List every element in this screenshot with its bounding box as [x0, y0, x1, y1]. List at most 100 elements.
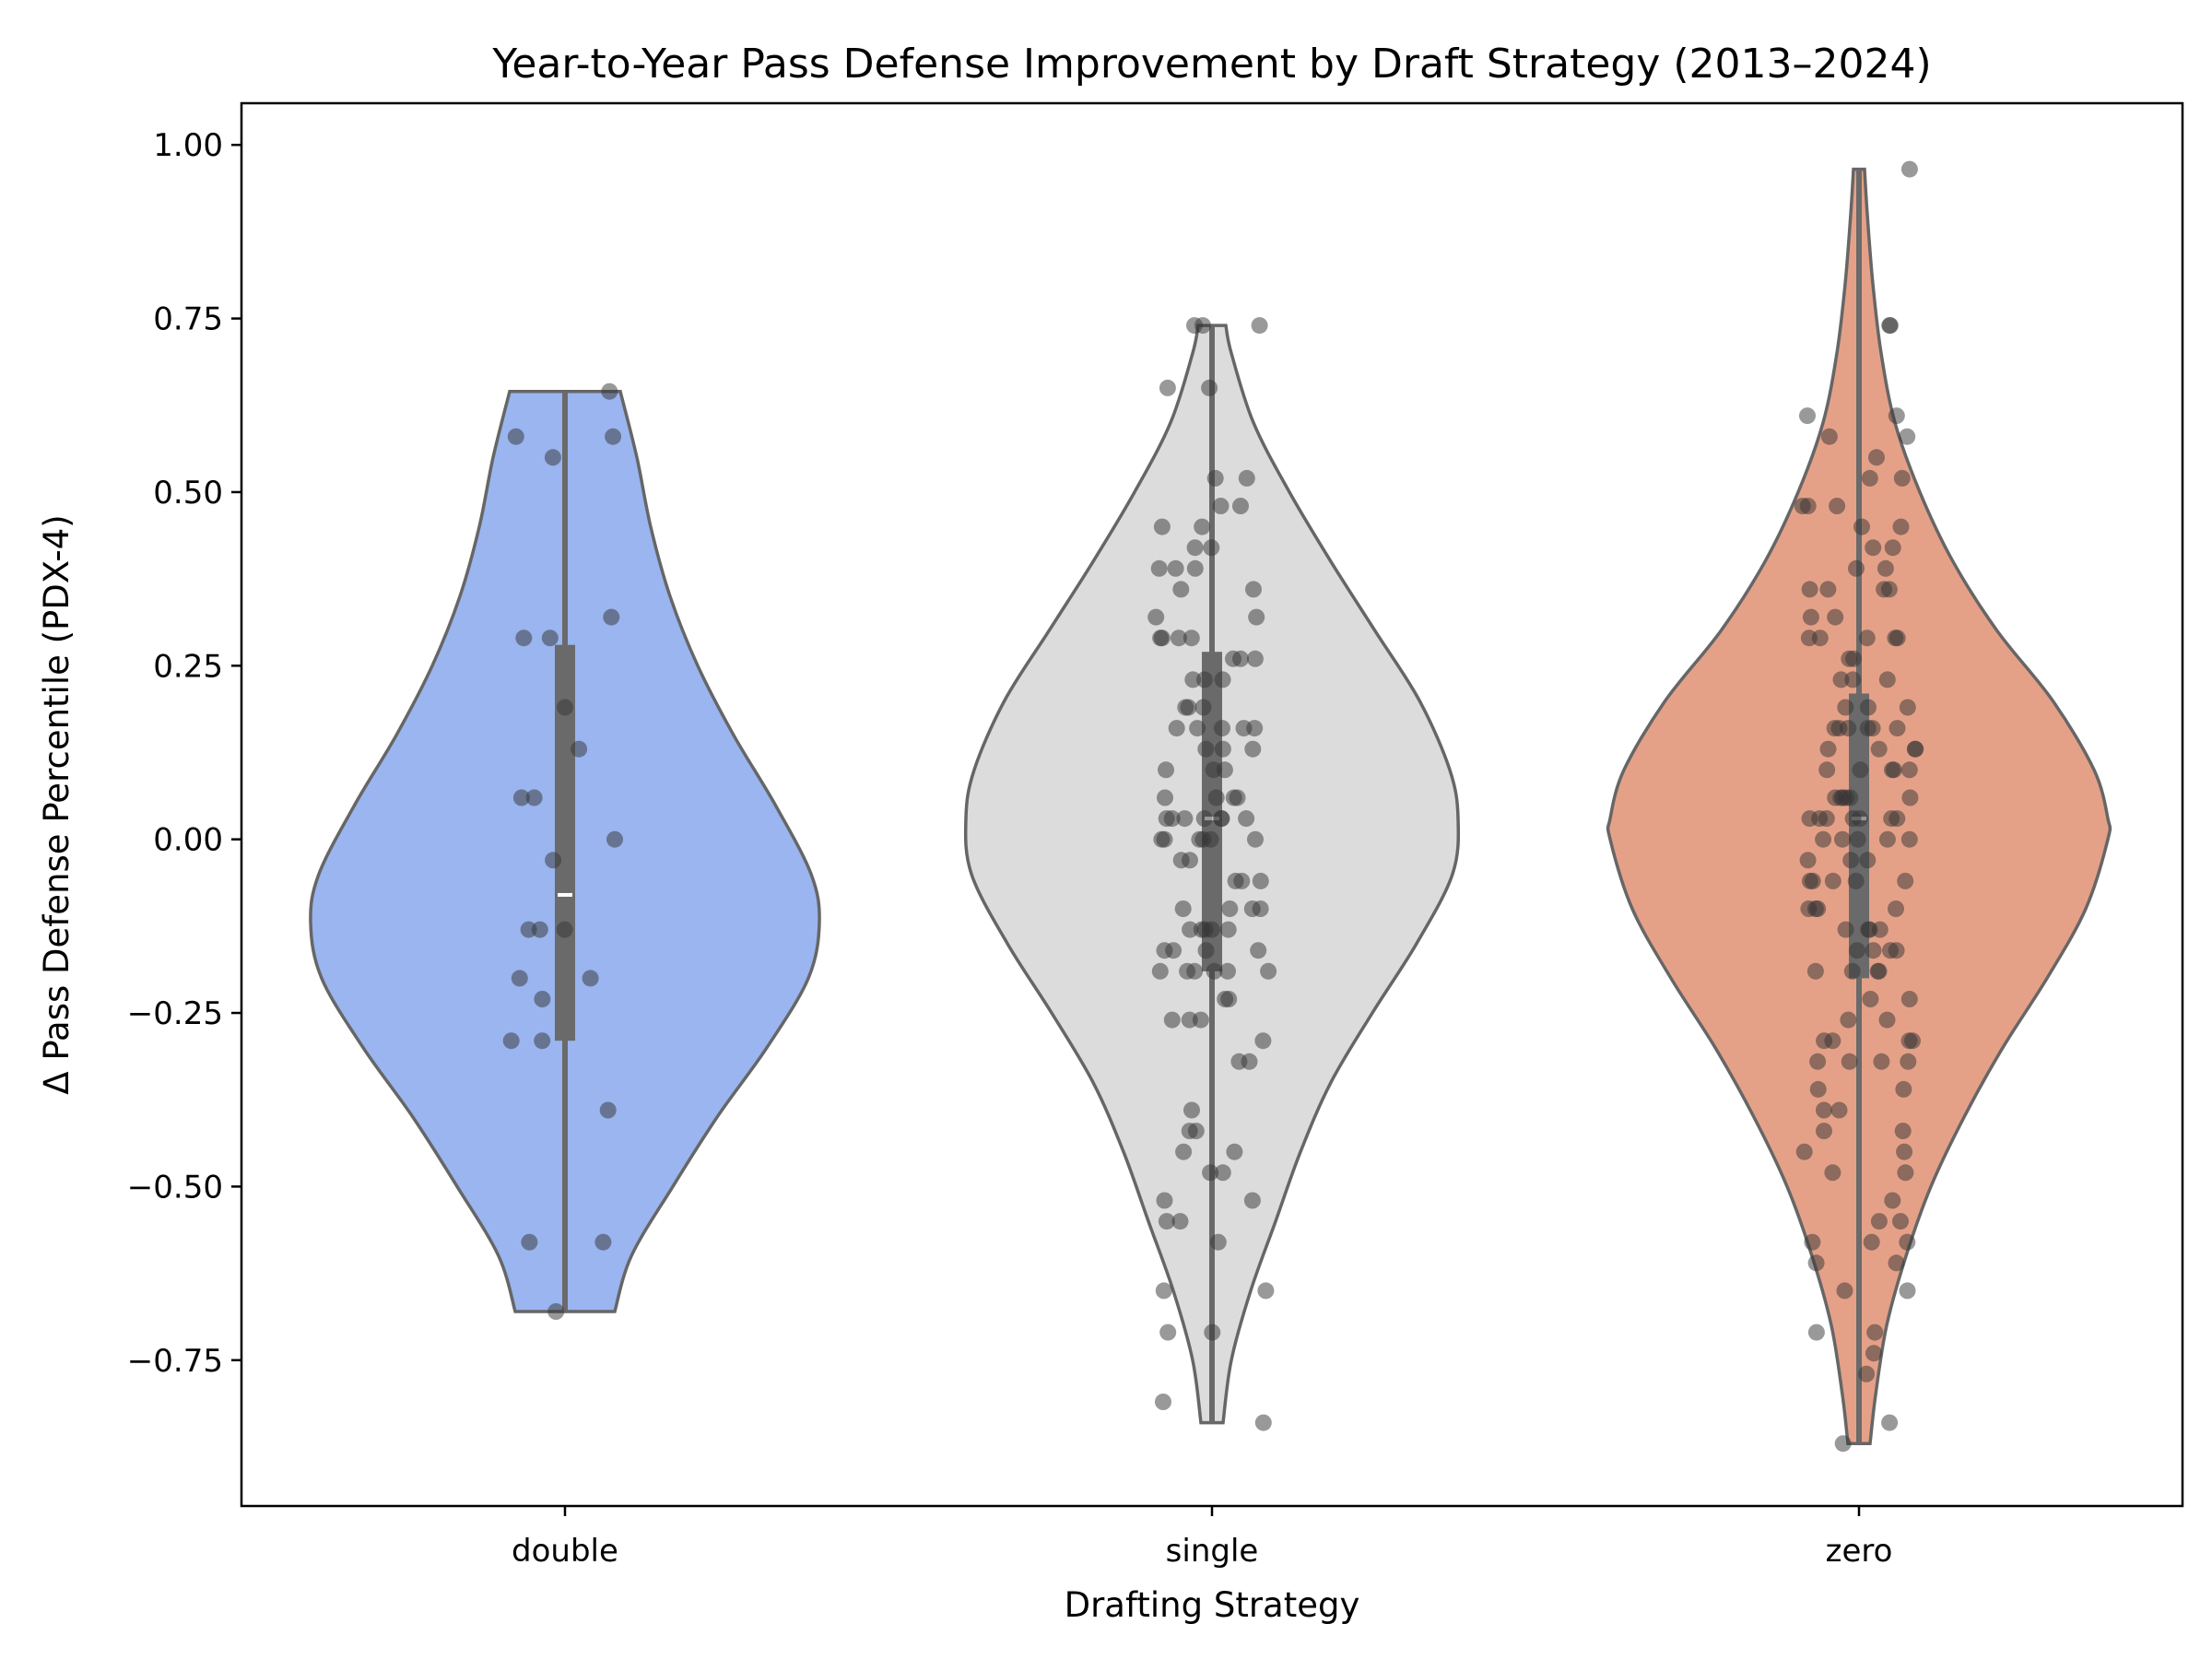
- data-point-single: [1151, 962, 1169, 980]
- data-point-zero: [1888, 810, 1906, 828]
- data-point-single: [1159, 1324, 1177, 1341]
- data-point-zero: [1884, 761, 1900, 779]
- data-point-single: [1150, 559, 1168, 577]
- point-layer: [502, 160, 1924, 1453]
- data-point-zero: [1884, 1192, 1901, 1209]
- data-point-single: [1186, 962, 1204, 980]
- y-tick-label: 0.25: [153, 648, 223, 685]
- data-point-single: [1156, 942, 1173, 959]
- data-point-single: [1248, 608, 1265, 626]
- x-axis: double single zero: [512, 1506, 1892, 1570]
- data-point-zero: [1900, 1053, 1917, 1070]
- data-point-single: [1189, 720, 1206, 737]
- data-point-zero: [1829, 498, 1846, 514]
- data-point-double: [534, 991, 551, 1007]
- data-point-zero: [1882, 942, 1899, 959]
- data-point-single: [1245, 581, 1262, 598]
- x-tick-label: single: [1166, 1533, 1259, 1570]
- data-point-single: [1214, 671, 1231, 688]
- data-point-single: [1158, 761, 1174, 779]
- data-point-single: [1238, 810, 1255, 828]
- data-point-zero: [1841, 1053, 1858, 1070]
- y-tick-label: 0.50: [153, 475, 223, 512]
- data-point-zero: [1888, 720, 1906, 737]
- data-point-zero: [1888, 1254, 1905, 1272]
- y-axis-title: Δ Pass Defense Percentile (PDX-4): [37, 514, 76, 1094]
- data-point-single: [1221, 900, 1239, 917]
- data-point-zero: [1799, 407, 1816, 425]
- data-point-single: [1163, 1011, 1181, 1029]
- data-point-zero: [1819, 740, 1837, 758]
- data-point-single: [1254, 1032, 1272, 1050]
- data-point-zero: [1878, 1011, 1896, 1029]
- data-point-single: [1195, 810, 1213, 828]
- data-point-single: [1153, 629, 1171, 647]
- data-point-single: [1180, 699, 1197, 716]
- data-point-single: [1159, 379, 1176, 396]
- data-point-zero: [1888, 900, 1904, 917]
- data-point-zero: [1899, 428, 1916, 445]
- data-point-single: [1168, 720, 1185, 737]
- data-point-single: [1225, 650, 1241, 667]
- data-point-zero: [1834, 1435, 1852, 1453]
- data-point-zero: [1804, 1233, 1821, 1251]
- data-point-zero: [1832, 789, 1850, 806]
- data-point-single: [1252, 900, 1269, 917]
- data-point-zero: [1858, 1365, 1876, 1382]
- data-point-zero: [1894, 1123, 1912, 1140]
- data-point-zero: [1815, 830, 1832, 848]
- data-point-single: [1257, 1282, 1275, 1300]
- data-point-zero: [1896, 1143, 1913, 1160]
- data-point-single: [1226, 1143, 1243, 1160]
- data-point-single: [1158, 1213, 1175, 1230]
- data-point-zero: [1888, 407, 1905, 425]
- data-point-single: [1214, 1164, 1231, 1182]
- data-point-zero: [1900, 761, 1918, 779]
- data-point-zero: [1895, 1080, 1912, 1098]
- data-point-zero: [1870, 1213, 1888, 1230]
- data-point-single: [1213, 810, 1230, 828]
- data-point-single: [1170, 629, 1187, 647]
- data-point-zero: [1900, 1032, 1918, 1050]
- data-point-single: [1247, 830, 1264, 848]
- data-point-single: [1183, 1101, 1200, 1119]
- data-point-single: [1197, 740, 1215, 758]
- data-point-zero: [1871, 921, 1888, 938]
- data-point-zero: [1865, 1345, 1882, 1362]
- data-point-zero: [1865, 942, 1882, 959]
- y-tick-label: 0.00: [153, 822, 223, 859]
- data-point-double: [547, 1303, 565, 1320]
- data-point-zero: [1868, 449, 1885, 466]
- data-point-single: [1219, 921, 1237, 938]
- data-point-zero: [1884, 539, 1901, 557]
- data-point-zero: [1836, 1282, 1853, 1300]
- data-point-single: [1244, 740, 1262, 758]
- data-point-double: [571, 740, 588, 758]
- data-point-zero: [1820, 428, 1838, 445]
- data-point-double: [531, 921, 548, 938]
- data-point-zero: [1853, 518, 1870, 535]
- y-tick-label: −0.25: [127, 995, 223, 1032]
- data-point-single: [1156, 1192, 1173, 1209]
- data-point-double: [605, 428, 622, 445]
- data-point-single: [1209, 1233, 1227, 1251]
- data-point-zero: [1878, 671, 1896, 688]
- data-point-zero: [1901, 789, 1919, 806]
- data-point-zero: [1866, 1324, 1884, 1341]
- data-point-single: [1174, 900, 1192, 917]
- data-point-single: [1195, 671, 1213, 688]
- data-point-zero: [1801, 581, 1818, 598]
- data-point-double: [582, 970, 599, 987]
- data-point-single: [1175, 1143, 1193, 1160]
- data-point-zero: [1900, 830, 1918, 848]
- data-point-single: [1212, 498, 1230, 514]
- x-axis-title: Drafting Strategy: [1065, 1585, 1360, 1625]
- data-point-zero: [1837, 921, 1854, 938]
- data-point-single: [1251, 317, 1268, 335]
- data-point-double: [507, 428, 524, 445]
- data-point-zero: [1844, 671, 1862, 688]
- data-point-zero: [1899, 1282, 1916, 1300]
- data-point-single: [1202, 1164, 1219, 1182]
- data-point-zero: [1799, 498, 1817, 514]
- data-point-single: [1254, 1414, 1272, 1431]
